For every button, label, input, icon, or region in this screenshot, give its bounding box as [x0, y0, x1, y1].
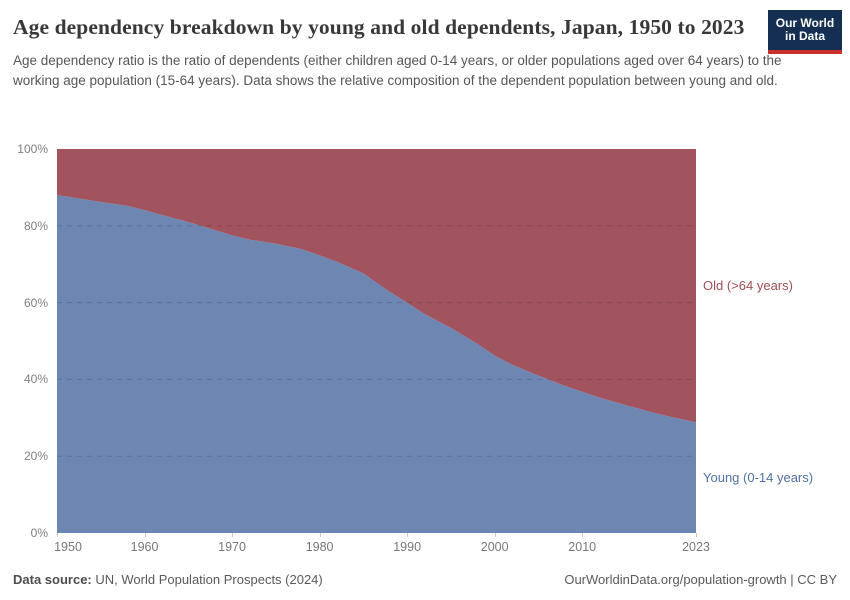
x-tick-mark	[144, 533, 146, 537]
owid-logo: Our World in Data	[768, 10, 842, 54]
x-tick-label: 1990	[393, 540, 422, 554]
x-tick-label: 1970	[218, 540, 246, 554]
x-tick-mark	[582, 533, 584, 537]
y-axis: 0% 20% 40% 60% 80% 100%	[0, 142, 48, 540]
chart-footer: Data source: UN, World Population Prospe…	[13, 572, 837, 587]
y-tick-label: 80%	[23, 218, 48, 233]
x-tick-label: 1980	[305, 540, 334, 554]
x-tick-label: 1960	[130, 540, 159, 554]
area-old[interactable]	[57, 149, 696, 423]
data-source: Data source: UN, World Population Prospe…	[13, 572, 323, 587]
x-tick-label: 1950	[54, 540, 82, 554]
y-tick-label: 60%	[23, 295, 48, 310]
x-tick-label: 2010	[568, 540, 597, 554]
plot-area	[57, 149, 696, 533]
x-tick-mark	[57, 533, 58, 537]
x-tick-label: 2023	[682, 540, 710, 554]
owid-logo-text: Our World in Data	[775, 15, 835, 44]
x-tick-mark	[319, 533, 321, 537]
owid-logo-line1: Our World	[775, 15, 835, 30]
stacked-area-chart[interactable]	[57, 149, 696, 533]
x-tick-mark	[494, 533, 496, 537]
x-tick-mark	[407, 533, 409, 537]
chart-title: Age dependency breakdown by young and ol…	[13, 15, 745, 39]
y-tick-label: 100%	[17, 142, 48, 156]
area-young[interactable]	[57, 195, 696, 533]
y-tick-label: 0%	[30, 526, 48, 540]
owid-logo-line2: in Data	[784, 29, 825, 43]
x-axis: 1950 1960 1970 1980 1990 2000 2010 2023	[54, 533, 710, 557]
data-source-value: UN, World Population Prospects (2024)	[95, 572, 323, 587]
x-tick-mark	[232, 533, 234, 537]
legend-label-old[interactable]: Old (>64 years)	[703, 277, 793, 293]
y-tick-label: 40%	[23, 372, 48, 387]
credit-line[interactable]: OurWorldinData.org/population-growth | C…	[564, 572, 837, 587]
chart-header: Age dependency breakdown by young and ol…	[13, 10, 842, 90]
x-tick-label: 2000	[480, 540, 509, 554]
chart-subtitle: Age dependency ratio is the ratio of dep…	[13, 53, 782, 88]
y-tick-label: 20%	[23, 449, 48, 464]
data-source-label: Data source:	[13, 572, 92, 587]
legend-label-young[interactable]: Young (0-14 years)	[703, 469, 814, 485]
x-tick-mark	[696, 533, 697, 537]
